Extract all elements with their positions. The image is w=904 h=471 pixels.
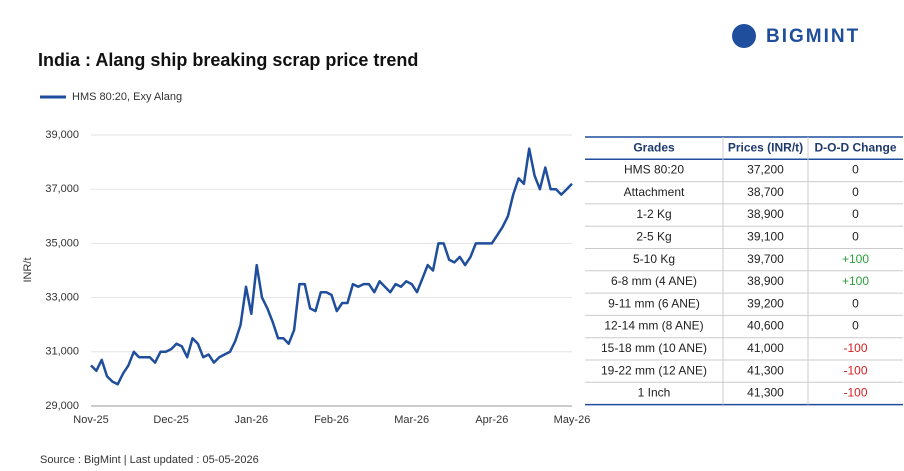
table-cell: 19-22 mm (12 ANE) bbox=[601, 363, 707, 377]
x-tick-label: Mar-26 bbox=[394, 414, 429, 426]
table-cell: 6-8 mm (4 ANE) bbox=[611, 274, 697, 288]
x-tick-label: Feb-26 bbox=[314, 414, 349, 426]
table-cell: 1 Inch bbox=[638, 386, 671, 400]
table-cell: 2-5 Kg bbox=[636, 230, 671, 244]
table-cell: HMS 80:20 bbox=[624, 163, 684, 177]
table-cell: +100 bbox=[842, 274, 869, 288]
table-header: Grades bbox=[633, 140, 675, 154]
table-cell: 0 bbox=[852, 185, 859, 199]
y-tick-label: 37,000 bbox=[45, 183, 79, 195]
table-cell: 0 bbox=[852, 207, 859, 221]
table-cell: 38,900 bbox=[747, 207, 784, 221]
table-cell: 0 bbox=[852, 296, 859, 310]
table-cell: 38,700 bbox=[747, 185, 784, 199]
y-tick-label: 29,000 bbox=[45, 400, 79, 412]
table-cell: 0 bbox=[852, 163, 859, 177]
table-cell: -100 bbox=[843, 341, 867, 355]
logo-icon bbox=[732, 24, 756, 48]
x-tick-label: Jan-26 bbox=[235, 414, 269, 426]
table-cell: 9-11 mm (6 ANE) bbox=[608, 296, 700, 310]
table-cell: 39,700 bbox=[747, 252, 784, 266]
table-cell: 41,300 bbox=[747, 363, 784, 377]
table-cell: 0 bbox=[852, 319, 859, 333]
y-tick-label: 31,000 bbox=[45, 346, 79, 358]
chart-title: India : Alang ship breaking scrap price … bbox=[38, 50, 418, 70]
table-cell: -100 bbox=[843, 386, 867, 400]
table-cell: 38,900 bbox=[747, 274, 784, 288]
table-cell: 37,200 bbox=[747, 163, 784, 177]
y-axis-label: INR/t bbox=[22, 257, 34, 282]
table-cell: 41,300 bbox=[747, 386, 784, 400]
table-header: D-O-D Change bbox=[815, 140, 897, 154]
x-tick-label: Apr-26 bbox=[475, 414, 508, 426]
table-cell: 12-14 mm (8 ANE) bbox=[604, 319, 703, 333]
x-tick-label: May-26 bbox=[554, 414, 591, 426]
legend-label: HMS 80:20, Exy Alang bbox=[72, 91, 182, 103]
x-tick-label: Dec-25 bbox=[153, 414, 188, 426]
x-tick-label: Nov-25 bbox=[73, 414, 108, 426]
brand: BIGMINT bbox=[766, 26, 860, 47]
table-cell: 41,000 bbox=[747, 341, 784, 355]
table-cell: 39,100 bbox=[747, 230, 784, 244]
table-cell: Attachment bbox=[624, 185, 685, 199]
table-cell: 39,200 bbox=[747, 296, 784, 310]
table-cell: +100 bbox=[842, 252, 869, 266]
table-header: Prices (INR/t) bbox=[728, 140, 803, 154]
y-tick-label: 39,000 bbox=[45, 129, 79, 141]
table-cell: 40,600 bbox=[747, 319, 784, 333]
table-cell: 0 bbox=[852, 230, 859, 244]
source: Source : BigMint | Last updated : 05-05-… bbox=[40, 454, 259, 466]
table-cell: 1-2 Kg bbox=[636, 207, 671, 221]
table-cell: -100 bbox=[843, 363, 867, 377]
price-line bbox=[90, 147, 573, 386]
table-cell: 5-10 Kg bbox=[633, 252, 675, 266]
y-tick-label: 35,000 bbox=[45, 237, 79, 249]
y-tick-label: 33,000 bbox=[45, 292, 79, 304]
table-cell: 15-18 mm (10 ANE) bbox=[601, 341, 707, 355]
